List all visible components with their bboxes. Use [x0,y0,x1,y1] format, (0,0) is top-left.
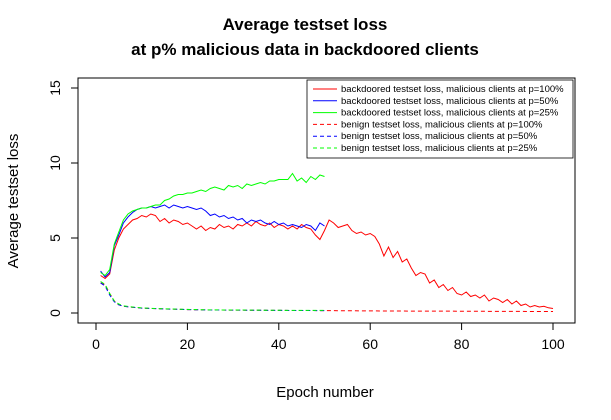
legend-label-4: benign testset loss, malicious clients a… [341,119,543,130]
y-tick-label: 5 [47,234,63,242]
series-line-2 [100,204,325,278]
series-layer [100,172,554,312]
x-axis: 0 20 40 60 80 100 [92,323,565,352]
x-tick-label: 60 [362,336,378,352]
y-tick-label: 0 [47,309,63,317]
series-line-6 [100,281,325,311]
y-axis: 0 5 10 15 [47,80,78,317]
series-line-5 [100,282,325,312]
legend-box [306,79,574,159]
x-tick-label: 40 [271,336,287,352]
x-axis-label: Epoch number [276,384,374,401]
chart-title-line-2: at p% malicious data in backdoored clien… [131,40,479,59]
x-tick-label: 0 [92,336,100,352]
plot-frame [77,77,576,324]
x-tick-label: 80 [454,336,470,352]
x-tick-label: 100 [541,336,565,352]
x-tick-label: 20 [180,336,196,352]
legend-label-1: backdoored testset loss, malicious clien… [341,84,564,95]
legend-label-6: benign testset loss, malicious clients a… [341,143,538,154]
y-tick-label: 15 [47,80,63,96]
series-line-4 [100,282,554,312]
series-line-1 [100,213,554,309]
y-tick-label: 10 [47,155,63,171]
series-line-3 [100,172,325,277]
legend-label-3: backdoored testset loss, malicious clien… [341,108,559,119]
chart-title-line-1: Average testset loss [223,15,388,34]
legend-label-2: backdoored testset loss, malicious clien… [341,96,559,107]
legend-label-5: benign testset loss, malicious clients a… [341,131,538,142]
y-axis-label: Average testset loss [5,134,22,269]
legend: backdoored testset loss, malicious clien… [306,79,574,159]
